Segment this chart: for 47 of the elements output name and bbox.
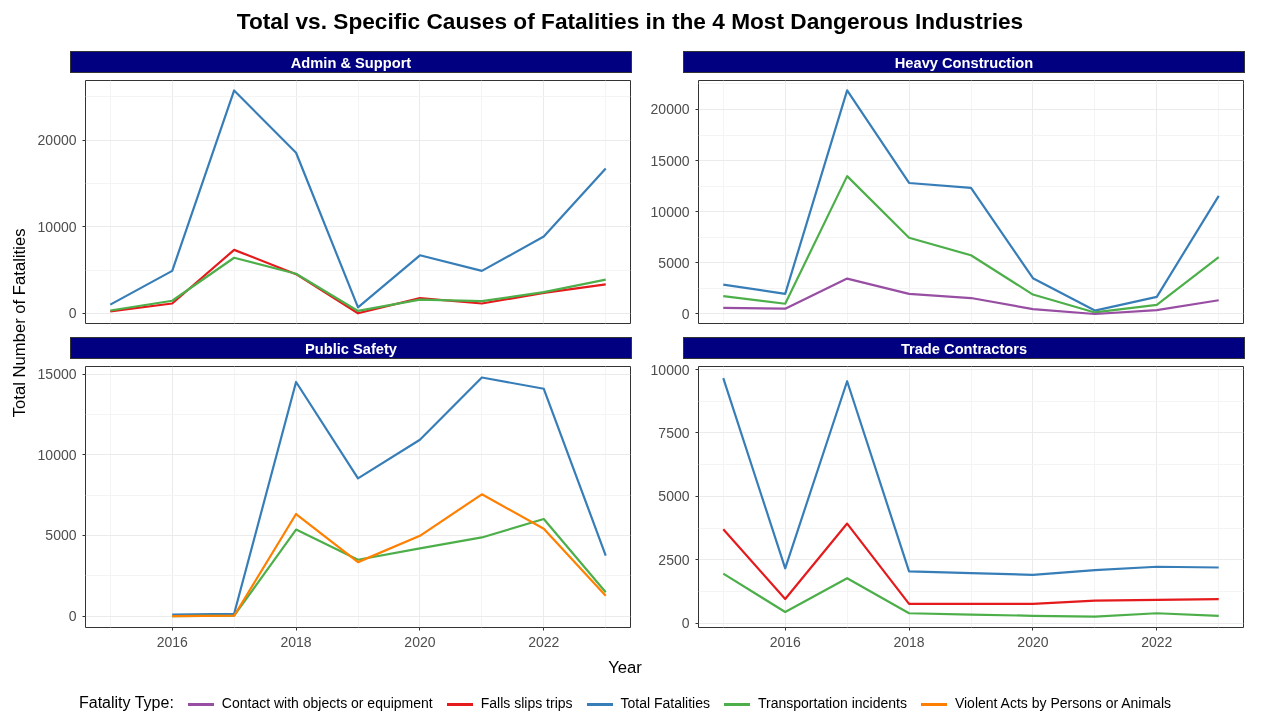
- y-tick-label: 15000: [37, 366, 77, 383]
- y-tick-label: 10000: [37, 446, 77, 463]
- chart-title: Public Safety: [304, 340, 398, 359]
- y-tick-label: 10000: [37, 218, 77, 235]
- line-series: [109, 89, 607, 309]
- chart-title: Admin & Support: [290, 54, 412, 73]
- line-series: [722, 175, 1220, 314]
- legend-label: Total Fatalities: [620, 695, 711, 711]
- legend-title: Fatality Type:: [78, 694, 174, 711]
- legend-label: Violent Acts by Persons or Animals: [954, 695, 1171, 711]
- x-tick-label: 2016: [156, 633, 188, 650]
- y-tick-label: 0: [681, 615, 690, 632]
- y-tick-label: 7500: [658, 424, 690, 441]
- line-series: [722, 277, 1220, 316]
- line-series: [722, 89, 1220, 312]
- x-tick-label: 2018: [280, 633, 312, 650]
- y-tick-label: 10000: [650, 203, 690, 220]
- y-tick-label: 20000: [650, 101, 690, 118]
- x-tick-label: 2018: [893, 633, 925, 650]
- legend-label: Transportation incidents: [758, 695, 907, 711]
- y-axis-title: Total Number of Fatalities: [9, 227, 31, 420]
- chart-title: Heavy Construction: [894, 54, 1034, 73]
- text: Total vs. Specific Causes of Fatalities in the 4 Most Dangerous Industries: [236, 7, 1024, 36]
- chart-title: Trade Contractors: [900, 340, 1028, 359]
- line-series: [722, 572, 1220, 618]
- x-axis-title: Year: [608, 657, 642, 679]
- line-series: [722, 522, 1220, 605]
- y-tick-label: 5000: [658, 488, 690, 505]
- y-tick-label: 20000: [37, 132, 77, 149]
- line-series: [171, 493, 607, 618]
- legend-label: Contact with objects or equipment: [221, 695, 433, 711]
- y-tick-label: 0: [681, 305, 690, 322]
- y-tick-label: 5000: [45, 527, 77, 544]
- line-series: [722, 377, 1220, 576]
- x-tick-label: 2016: [769, 633, 801, 650]
- y-tick-label: 0: [68, 608, 77, 625]
- y-tick-label: 0: [68, 305, 77, 322]
- x-tick-label: 2022: [1141, 633, 1173, 650]
- legend-label: Falls slips trips: [480, 695, 573, 711]
- y-tick-label: 10000: [650, 361, 690, 378]
- y-tick-label: 15000: [650, 152, 690, 169]
- line-series: [171, 376, 607, 616]
- y-tick-label: 2500: [658, 551, 690, 568]
- x-tick-label: 2020: [1017, 633, 1049, 650]
- x-tick-label: 2022: [528, 633, 560, 650]
- y-tick-label: 5000: [658, 254, 690, 271]
- x-tick-label: 2020: [404, 633, 436, 650]
